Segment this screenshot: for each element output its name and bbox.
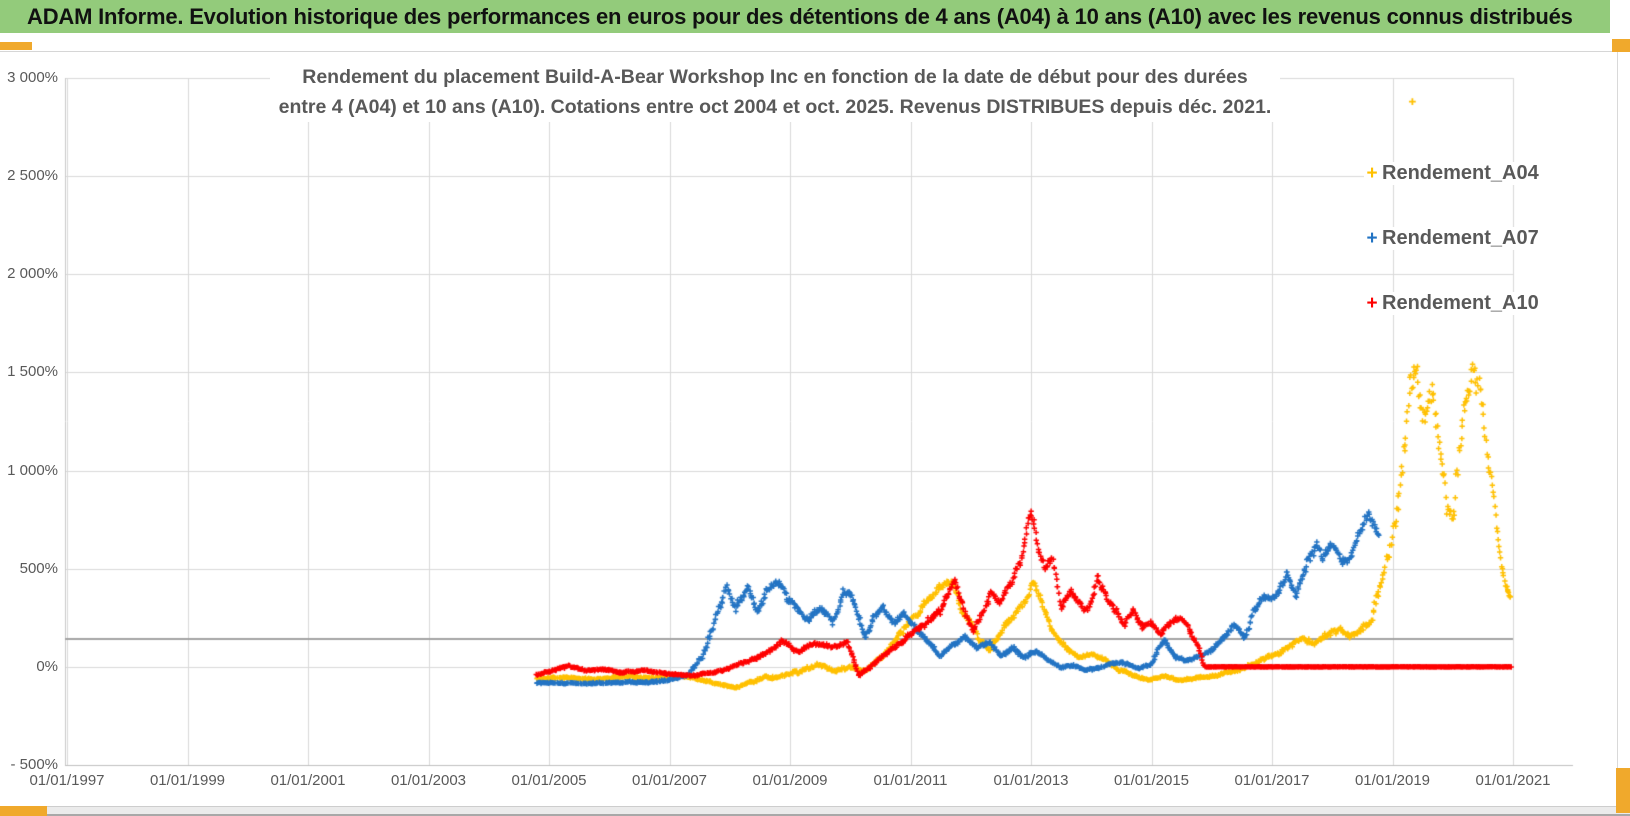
x-axis-label: 01/01/2011 [873,772,948,789]
legend-item-rendement_a07[interactable]: + Rendement_A07 [1364,227,1539,250]
legend-label: Rendement_A04 [1382,162,1539,184]
y-axis-label: 500% [19,559,58,577]
legend-label: Rendement_A10 [1382,292,1539,314]
chart-title-line-2: entre 4 (A04) et 10 ans (A10). Cotations… [278,96,1272,118]
x-axis-label: 01/01/1997 [29,772,105,789]
x-axis-label: 01/01/2017 [1234,772,1310,789]
sheet-bottom-strip [0,806,1630,816]
x-axis-label: 01/01/2003 [390,772,467,789]
y-axis-label: 1 000% [7,461,58,479]
orange-border-fragment-bottom-left [0,806,47,816]
legend-label: Rendement_A07 [1382,227,1539,249]
orange-border-fragment-bottom-right [1616,768,1630,813]
legend-item-rendement_a04[interactable]: + Rendement_A04 [1364,162,1539,185]
chart-title-line-1: Rendement du placement Build-A-Bear Work… [302,66,1248,88]
x-axis-label: 01/01/2019 [1354,772,1431,789]
x-axis-label: 01/01/1999 [149,772,226,789]
legend-plus-marker-icon: + [1366,292,1378,314]
x-axis-label: 01/01/2015 [1113,772,1190,789]
y-axis-label: 2 500% [7,167,58,185]
chart-title: Rendement du placement Build-A-Bear Work… [270,62,1280,122]
x-axis-label: 01/01/2001 [270,772,346,789]
x-axis-label: 01/01/2013 [993,772,1069,789]
x-axis-label: 01/01/2007 [631,772,708,789]
y-axis-label: 3 000% [7,69,58,86]
legend-plus-marker-icon: + [1366,162,1378,184]
y-axis-label: 1 500% [7,363,58,381]
legend-item-rendement_a10[interactable]: + Rendement_A10 [1364,292,1539,315]
x-axis-label: 01/01/2021 [1475,772,1551,789]
x-axis-label: 01/01/2005 [511,772,587,789]
y-axis-label: 0% [36,657,58,675]
x-axis-label: 01/01/2009 [752,772,828,789]
y-axis-label: - 500% [10,756,58,773]
legend-plus-marker-icon: + [1366,227,1378,249]
y-axis-label: 2 000% [7,265,58,283]
